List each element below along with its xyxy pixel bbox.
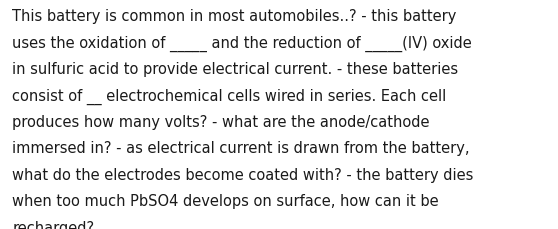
Text: consist of __ electrochemical cells wired in series. Each cell: consist of __ electrochemical cells wire… bbox=[12, 88, 446, 104]
Text: This battery is common in most automobiles..? - this battery: This battery is common in most automobil… bbox=[12, 9, 456, 24]
Text: recharged?: recharged? bbox=[12, 220, 94, 229]
Text: immersed in? - as electrical current is drawn from the battery,: immersed in? - as electrical current is … bbox=[12, 141, 470, 156]
Text: produces how many volts? - what are the anode/cathode: produces how many volts? - what are the … bbox=[12, 114, 430, 129]
Text: uses the oxidation of _____ and the reduction of _____(IV) oxide: uses the oxidation of _____ and the redu… bbox=[12, 35, 472, 52]
Text: when too much PbSO4 develops on surface, how can it be: when too much PbSO4 develops on surface,… bbox=[12, 194, 439, 208]
Text: in sulfuric acid to provide electrical current. - these batteries: in sulfuric acid to provide electrical c… bbox=[12, 62, 459, 77]
Text: what do the electrodes become coated with? - the battery dies: what do the electrodes become coated wit… bbox=[12, 167, 474, 182]
